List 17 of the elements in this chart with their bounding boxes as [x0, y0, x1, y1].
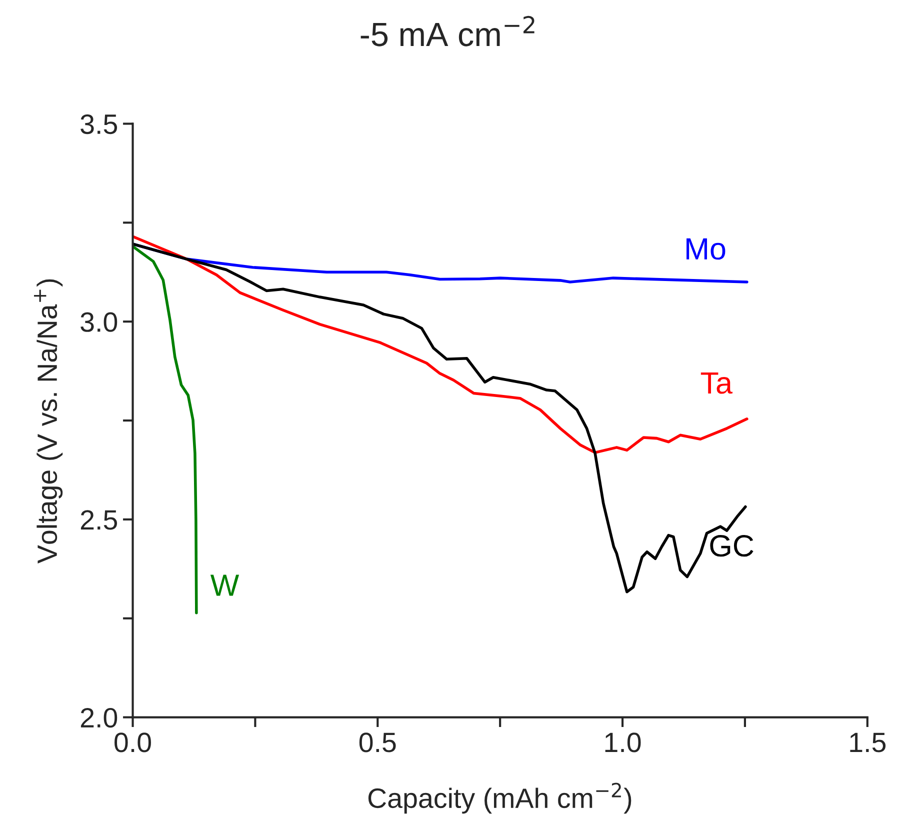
- x-tick-label: 1.5: [850, 732, 886, 752]
- chart-title: -5 mA cm$^{−2}$: [360, 16, 534, 46]
- series-label: Mo: [686, 238, 726, 260]
- y-axis-title: Voltage (V vs. Na/Na$^{+}$): [34, 279, 63, 564]
- y-tick-label: 2.5: [80, 510, 118, 530]
- series-label: Ta: [700, 372, 732, 394]
- x-tick-label: 1.0: [605, 732, 641, 752]
- series-label: W: [210, 574, 240, 596]
- line-series: [132, 245, 198, 614]
- y-tick-label: 3.5: [80, 114, 118, 134]
- x-tick-label: 0.5: [359, 732, 396, 752]
- series-label: GC: [710, 535, 754, 557]
- line-series: [132, 235, 748, 454]
- y-tick-label: 2.0: [80, 708, 118, 728]
- y-tick-label: 3.0: [80, 312, 118, 332]
- x-axis-title: Capacity (mAh cm$^{−2}$): [368, 782, 632, 814]
- x-tick-label: 0.0: [114, 732, 151, 752]
